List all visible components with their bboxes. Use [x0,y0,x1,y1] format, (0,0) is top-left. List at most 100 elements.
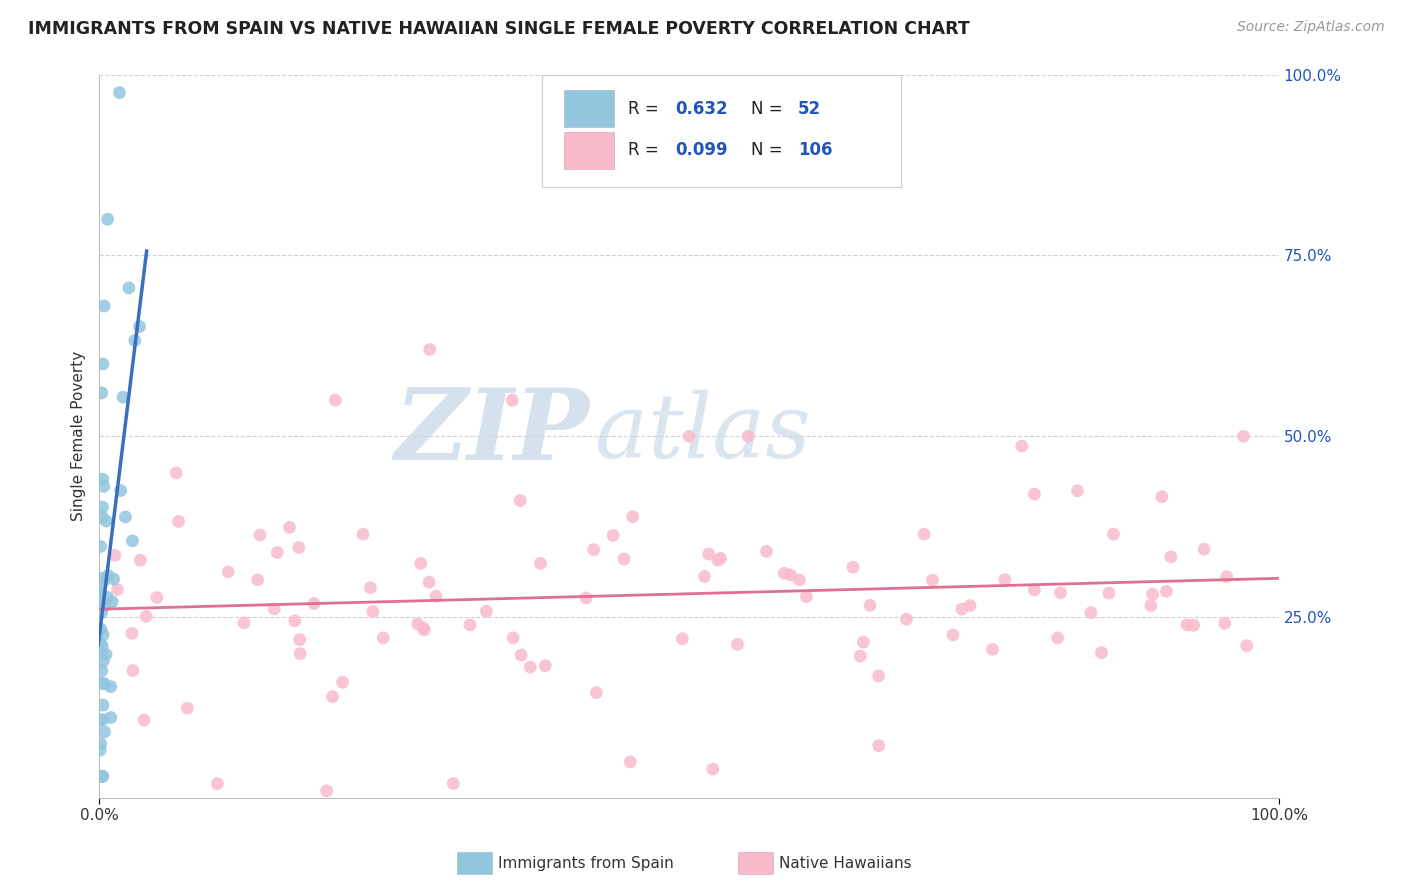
Point [91,676,114,690]
Point [93,479,115,493]
Point [921,573,943,587]
Point [124,334,146,348]
Point [302,597,325,611]
Point [1236,639,1258,653]
Point [852,635,875,649]
Point [90,737,112,751]
Point [90,769,112,783]
Point [1080,606,1102,620]
Point [707,553,730,567]
Point [425,590,447,604]
Point [613,552,636,566]
Point [475,604,498,618]
Point [575,591,598,605]
Point [419,343,441,357]
Point [121,626,143,640]
Point [1049,586,1071,600]
Point [1213,616,1236,631]
Point [373,631,395,645]
Point [129,553,152,567]
Point [1102,527,1125,541]
Point [332,675,354,690]
Point [91,500,114,514]
Point [1156,584,1178,599]
Point [96,514,118,528]
Point [1090,646,1112,660]
Point [619,755,641,769]
Point [359,581,381,595]
Point [697,547,720,561]
Y-axis label: Single Female Poverty: Single Female Poverty [72,351,86,522]
Point [90,606,112,620]
Point [91,575,114,590]
Point [406,617,429,632]
Bar [564,90,613,128]
Point [121,533,143,548]
Point [868,669,890,683]
Point [441,776,464,790]
Point [779,568,801,582]
Point [1024,583,1046,598]
Point [176,701,198,715]
Point [942,628,965,642]
Point [104,549,127,563]
Text: Native Hawaiians: Native Hawaiians [779,856,911,871]
Point [90,571,112,585]
Point [502,631,524,645]
Point [90,664,112,678]
Point [100,680,122,694]
Point [89,636,111,650]
Point [217,565,239,579]
Point [1150,490,1173,504]
Point [755,544,778,558]
Point [93,677,115,691]
Point [290,647,312,661]
Point [101,594,124,608]
Point [90,646,112,660]
Point [146,591,169,605]
Point [896,612,918,626]
Text: atlas: atlas [595,389,811,476]
Point [90,587,112,601]
Point [693,569,716,583]
Point [1232,429,1254,443]
Point [167,515,190,529]
Point [110,483,132,498]
Point [621,509,644,524]
Point [91,357,114,371]
Point [534,658,557,673]
Point [789,573,811,587]
Point [91,713,114,727]
Text: 0.632: 0.632 [675,100,728,118]
Point [509,493,531,508]
Point [773,566,796,581]
Point [93,725,115,739]
Point [108,86,131,100]
Point [1066,483,1088,498]
Text: ZIP: ZIP [394,384,589,481]
Text: 106: 106 [797,142,832,160]
Point [89,591,111,605]
Point [90,540,112,554]
Point [263,602,285,616]
Point [602,528,624,542]
Point [1046,631,1069,645]
FancyBboxPatch shape [541,75,901,186]
Point [1098,586,1121,600]
Point [959,599,981,613]
Point [912,527,935,541]
Text: N =: N = [751,100,787,118]
Point [671,632,693,646]
Point [413,623,436,637]
Point [849,648,872,663]
Point [727,637,749,651]
Point [89,586,111,600]
Point [91,628,114,642]
Point [409,557,432,571]
Point [165,466,187,480]
Point [89,713,111,727]
Text: R =: R = [628,100,664,118]
Point [284,614,307,628]
Point [1160,549,1182,564]
Point [458,618,481,632]
